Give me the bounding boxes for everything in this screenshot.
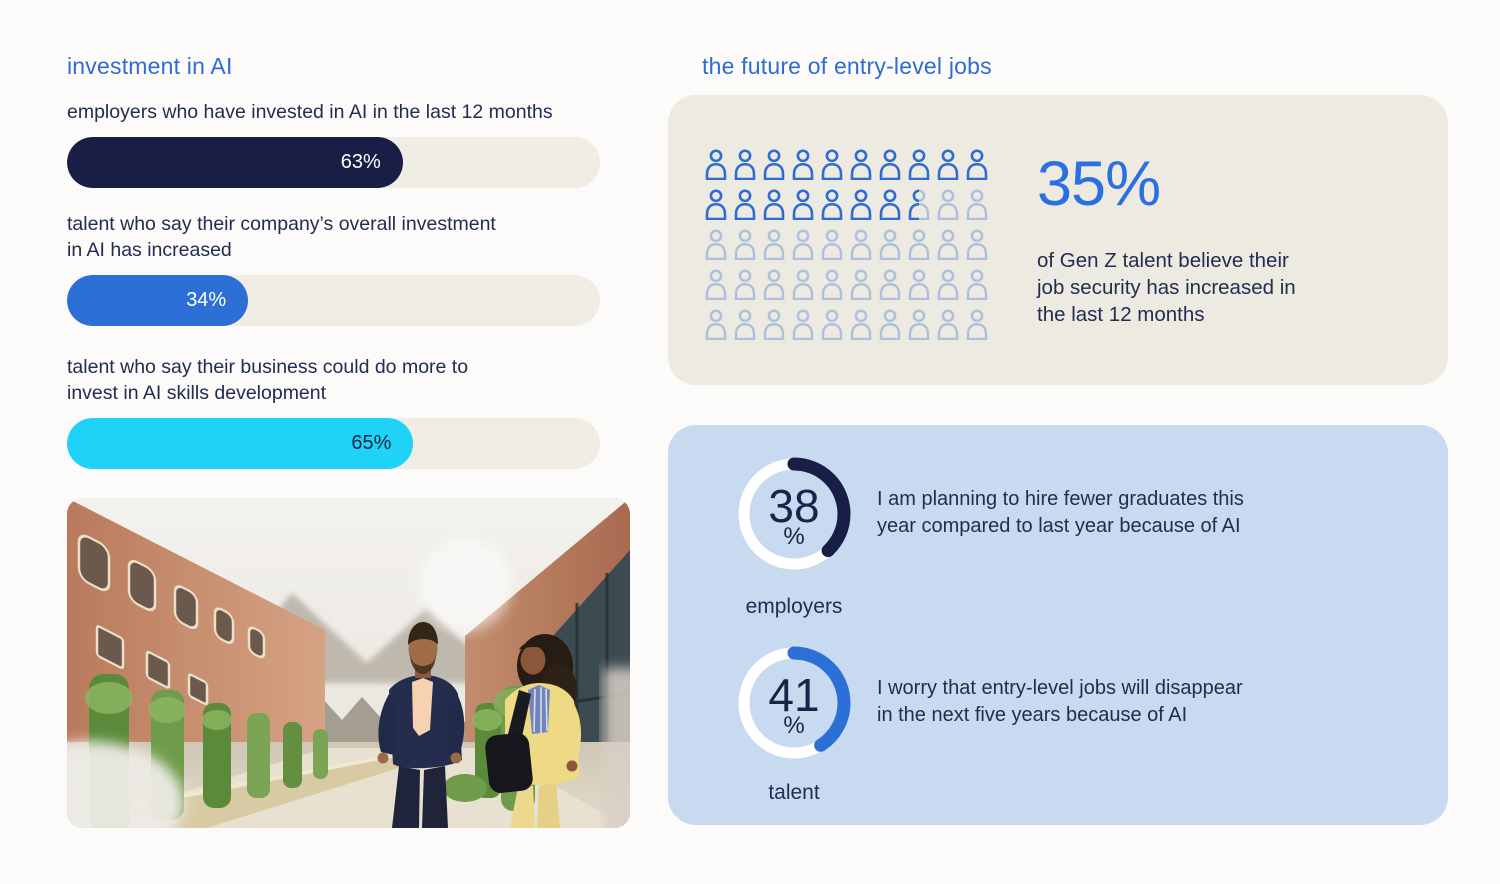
bar-value-label: 65% bbox=[351, 432, 392, 454]
person-icon bbox=[821, 229, 843, 260]
genz-stat-value: 35% bbox=[1037, 149, 1161, 219]
bar-track: 65% bbox=[67, 418, 600, 469]
genz-pictogram bbox=[705, 149, 988, 340]
bar-value-label: 63% bbox=[340, 151, 381, 173]
donut-chart bbox=[737, 646, 851, 760]
percent-sign: % bbox=[783, 523, 805, 550]
donut-stats-card: 38 % employers I am planning to hire few… bbox=[668, 425, 1448, 825]
person-icon bbox=[937, 269, 959, 300]
person-icon bbox=[763, 189, 785, 220]
section-heading-investment-in-ai: investment in AI bbox=[67, 53, 233, 79]
bar-track: 34% bbox=[67, 275, 600, 326]
bar-label-employers-invested: employers who have invested in AI in the… bbox=[67, 101, 553, 123]
bar-value-label: 34% bbox=[186, 289, 227, 311]
person-icon bbox=[879, 189, 901, 220]
person-icon bbox=[908, 149, 930, 180]
person-icon bbox=[821, 189, 843, 220]
bar-label-business-could-do-more: talent who say their business could do m… bbox=[67, 356, 469, 404]
percent-sign: % bbox=[783, 712, 805, 739]
person-icon bbox=[705, 269, 727, 300]
genz-stat-description: of Gen Z talent believe their job securi… bbox=[1037, 249, 1296, 326]
person-icon bbox=[966, 269, 988, 300]
courtyard-photo bbox=[67, 498, 630, 828]
person-icon bbox=[908, 229, 930, 260]
person-icon bbox=[908, 309, 930, 340]
person-icon bbox=[879, 309, 901, 340]
section-heading-future-entry-level-jobs: the future of entry-level jobs bbox=[702, 53, 992, 79]
courtyard-photo-illustration bbox=[67, 498, 630, 828]
donut-chart bbox=[737, 457, 851, 571]
person-icon bbox=[937, 149, 959, 180]
person-icon bbox=[850, 189, 872, 220]
person-icon bbox=[792, 189, 814, 220]
bar-track: 63% bbox=[67, 137, 600, 188]
person-icon bbox=[792, 269, 814, 300]
person-icon bbox=[705, 149, 727, 180]
donut-employers: 38 % bbox=[732, 452, 856, 576]
person-icon bbox=[850, 229, 872, 260]
person-icon bbox=[908, 189, 930, 220]
bar-fill: 65% bbox=[67, 418, 414, 469]
donut-talent: 41 % bbox=[732, 641, 856, 765]
person-icon bbox=[734, 149, 756, 180]
person-icon bbox=[850, 309, 872, 340]
person-icon bbox=[937, 229, 959, 260]
person-icon bbox=[908, 269, 930, 300]
person-icon bbox=[763, 229, 785, 260]
person-icon bbox=[792, 309, 814, 340]
donut-number: 41 bbox=[768, 669, 820, 721]
person-icon bbox=[763, 149, 785, 180]
genz-stat-card: 35% of Gen Z talent believe their job se… bbox=[668, 95, 1448, 385]
person-icon bbox=[850, 149, 872, 180]
person-icon bbox=[821, 269, 843, 300]
woman-figure bbox=[485, 634, 582, 828]
person-icon bbox=[879, 269, 901, 300]
person-icon bbox=[705, 189, 727, 220]
person-icon bbox=[763, 309, 785, 340]
person-icon bbox=[734, 269, 756, 300]
donut-center-value: 38 % bbox=[732, 452, 856, 576]
person-icon bbox=[966, 229, 988, 260]
person-icon bbox=[792, 149, 814, 180]
bar-fill: 63% bbox=[67, 137, 403, 188]
donut-number: 38 bbox=[768, 480, 820, 532]
person-icon bbox=[821, 309, 843, 340]
person-icon bbox=[879, 229, 901, 260]
person-icon bbox=[821, 149, 843, 180]
person-icon bbox=[966, 189, 988, 220]
person-icon bbox=[937, 189, 959, 220]
person-icon bbox=[763, 269, 785, 300]
bar-label-company-investment-increased: talent who say their company’s overall i… bbox=[67, 213, 496, 261]
person-icon bbox=[705, 229, 727, 260]
donut-group-label-talent: talent bbox=[768, 781, 820, 804]
donut-group-label-employers: employers bbox=[745, 595, 843, 618]
person-icon bbox=[792, 229, 814, 260]
donut-center-value: 41 % bbox=[732, 641, 856, 765]
person-icon bbox=[734, 309, 756, 340]
bar-fill: 34% bbox=[67, 275, 249, 326]
donut-statement-talent: I worry that entry-level jobs will disap… bbox=[877, 677, 1243, 726]
person-icon bbox=[966, 309, 988, 340]
person-icon bbox=[879, 149, 901, 180]
person-icon bbox=[966, 149, 988, 180]
person-icon bbox=[705, 309, 727, 340]
person-icon bbox=[734, 229, 756, 260]
person-icon bbox=[937, 309, 959, 340]
person-icon bbox=[734, 189, 756, 220]
donut-statement-employers: I am planning to hire fewer graduates th… bbox=[877, 488, 1244, 537]
man-figure bbox=[377, 622, 465, 828]
person-icon bbox=[850, 269, 872, 300]
